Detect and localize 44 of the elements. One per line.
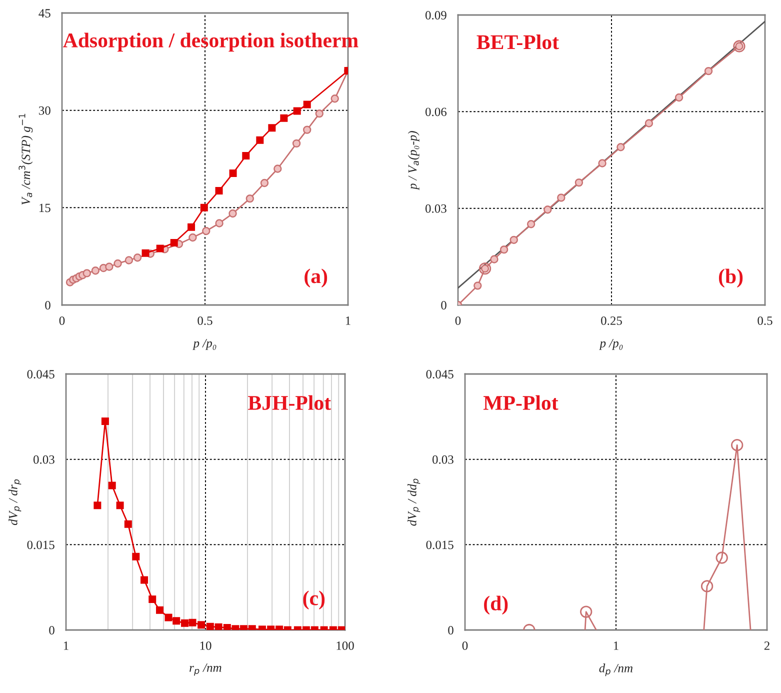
y-tick-label: 0.045 bbox=[27, 370, 54, 379]
y-tick-label: 45 bbox=[38, 9, 50, 18]
x-tick-label: 0 bbox=[59, 316, 65, 325]
text: BET-Plot bbox=[476, 34, 559, 50]
annotation: (b) bbox=[718, 268, 743, 288]
x-axis-title: d$_{p}$ /nm bbox=[599, 664, 632, 676]
x-tick-label: 0.5 bbox=[198, 316, 212, 325]
x-tick-label: 2 bbox=[764, 642, 770, 650]
y-tick-label: 30 bbox=[38, 106, 50, 115]
x-axis-title: p /p₀ bbox=[192, 338, 216, 350]
y-tick-label: 0.06 bbox=[425, 108, 447, 116]
x-tick-label: 1 bbox=[64, 642, 68, 650]
y-tick-label: 0.015 bbox=[426, 540, 454, 550]
y-tick-label: 0.045 bbox=[426, 370, 454, 379]
annotation: (c) bbox=[303, 590, 325, 610]
text: Adsorption / desorption isotherm bbox=[63, 32, 358, 52]
x-tick-label: 0 bbox=[462, 641, 468, 650]
x-tick-label: 1 bbox=[614, 642, 618, 650]
annotation: (a) bbox=[304, 268, 328, 288]
y-tick-label: 0 bbox=[45, 301, 50, 310]
y-tick-label: 0.09 bbox=[425, 11, 446, 20]
text: BJH-Plot bbox=[248, 395, 331, 410]
y-axis-title: p / V$_{a}$(p₀-p) bbox=[408, 131, 420, 190]
y-tick-label: 0.03 bbox=[33, 455, 54, 464]
y-axis-title: V$_{a}$ /cm$^{3}$(STP) g$^{−1}$ bbox=[18, 114, 33, 205]
y-tick-label: 0 bbox=[448, 626, 454, 634]
x-tick-label: 1 bbox=[346, 316, 350, 325]
y-tick-label: 15 bbox=[39, 204, 50, 212]
x-tick-label: 100 bbox=[336, 641, 354, 650]
y-tick-label: 0.015 bbox=[27, 540, 54, 550]
text: MP-Plot bbox=[483, 395, 558, 410]
y-tick-label: 0 bbox=[49, 626, 54, 634]
x-tick-label: 0.25 bbox=[601, 316, 622, 325]
x-axis-title: r$_{p}$ /nm bbox=[190, 664, 222, 676]
x-axis-title: p /p₀ bbox=[599, 338, 623, 350]
y-tick-label: 0.03 bbox=[432, 455, 454, 464]
x-tick-label: 0 bbox=[455, 316, 461, 325]
y-tick-label: 0 bbox=[441, 301, 446, 310]
annotation: (d) bbox=[484, 596, 508, 615]
y-tick-label: 0.03 bbox=[425, 204, 446, 213]
x-tick-label: 0.5 bbox=[758, 316, 772, 325]
y-axis-title: dV$_{p}$ / dr$_{p}$ bbox=[8, 479, 22, 526]
x-tick-label: 10 bbox=[200, 641, 212, 650]
y-axis-title: dV$_{p}$ / dd$_{p}$ bbox=[408, 478, 420, 526]
